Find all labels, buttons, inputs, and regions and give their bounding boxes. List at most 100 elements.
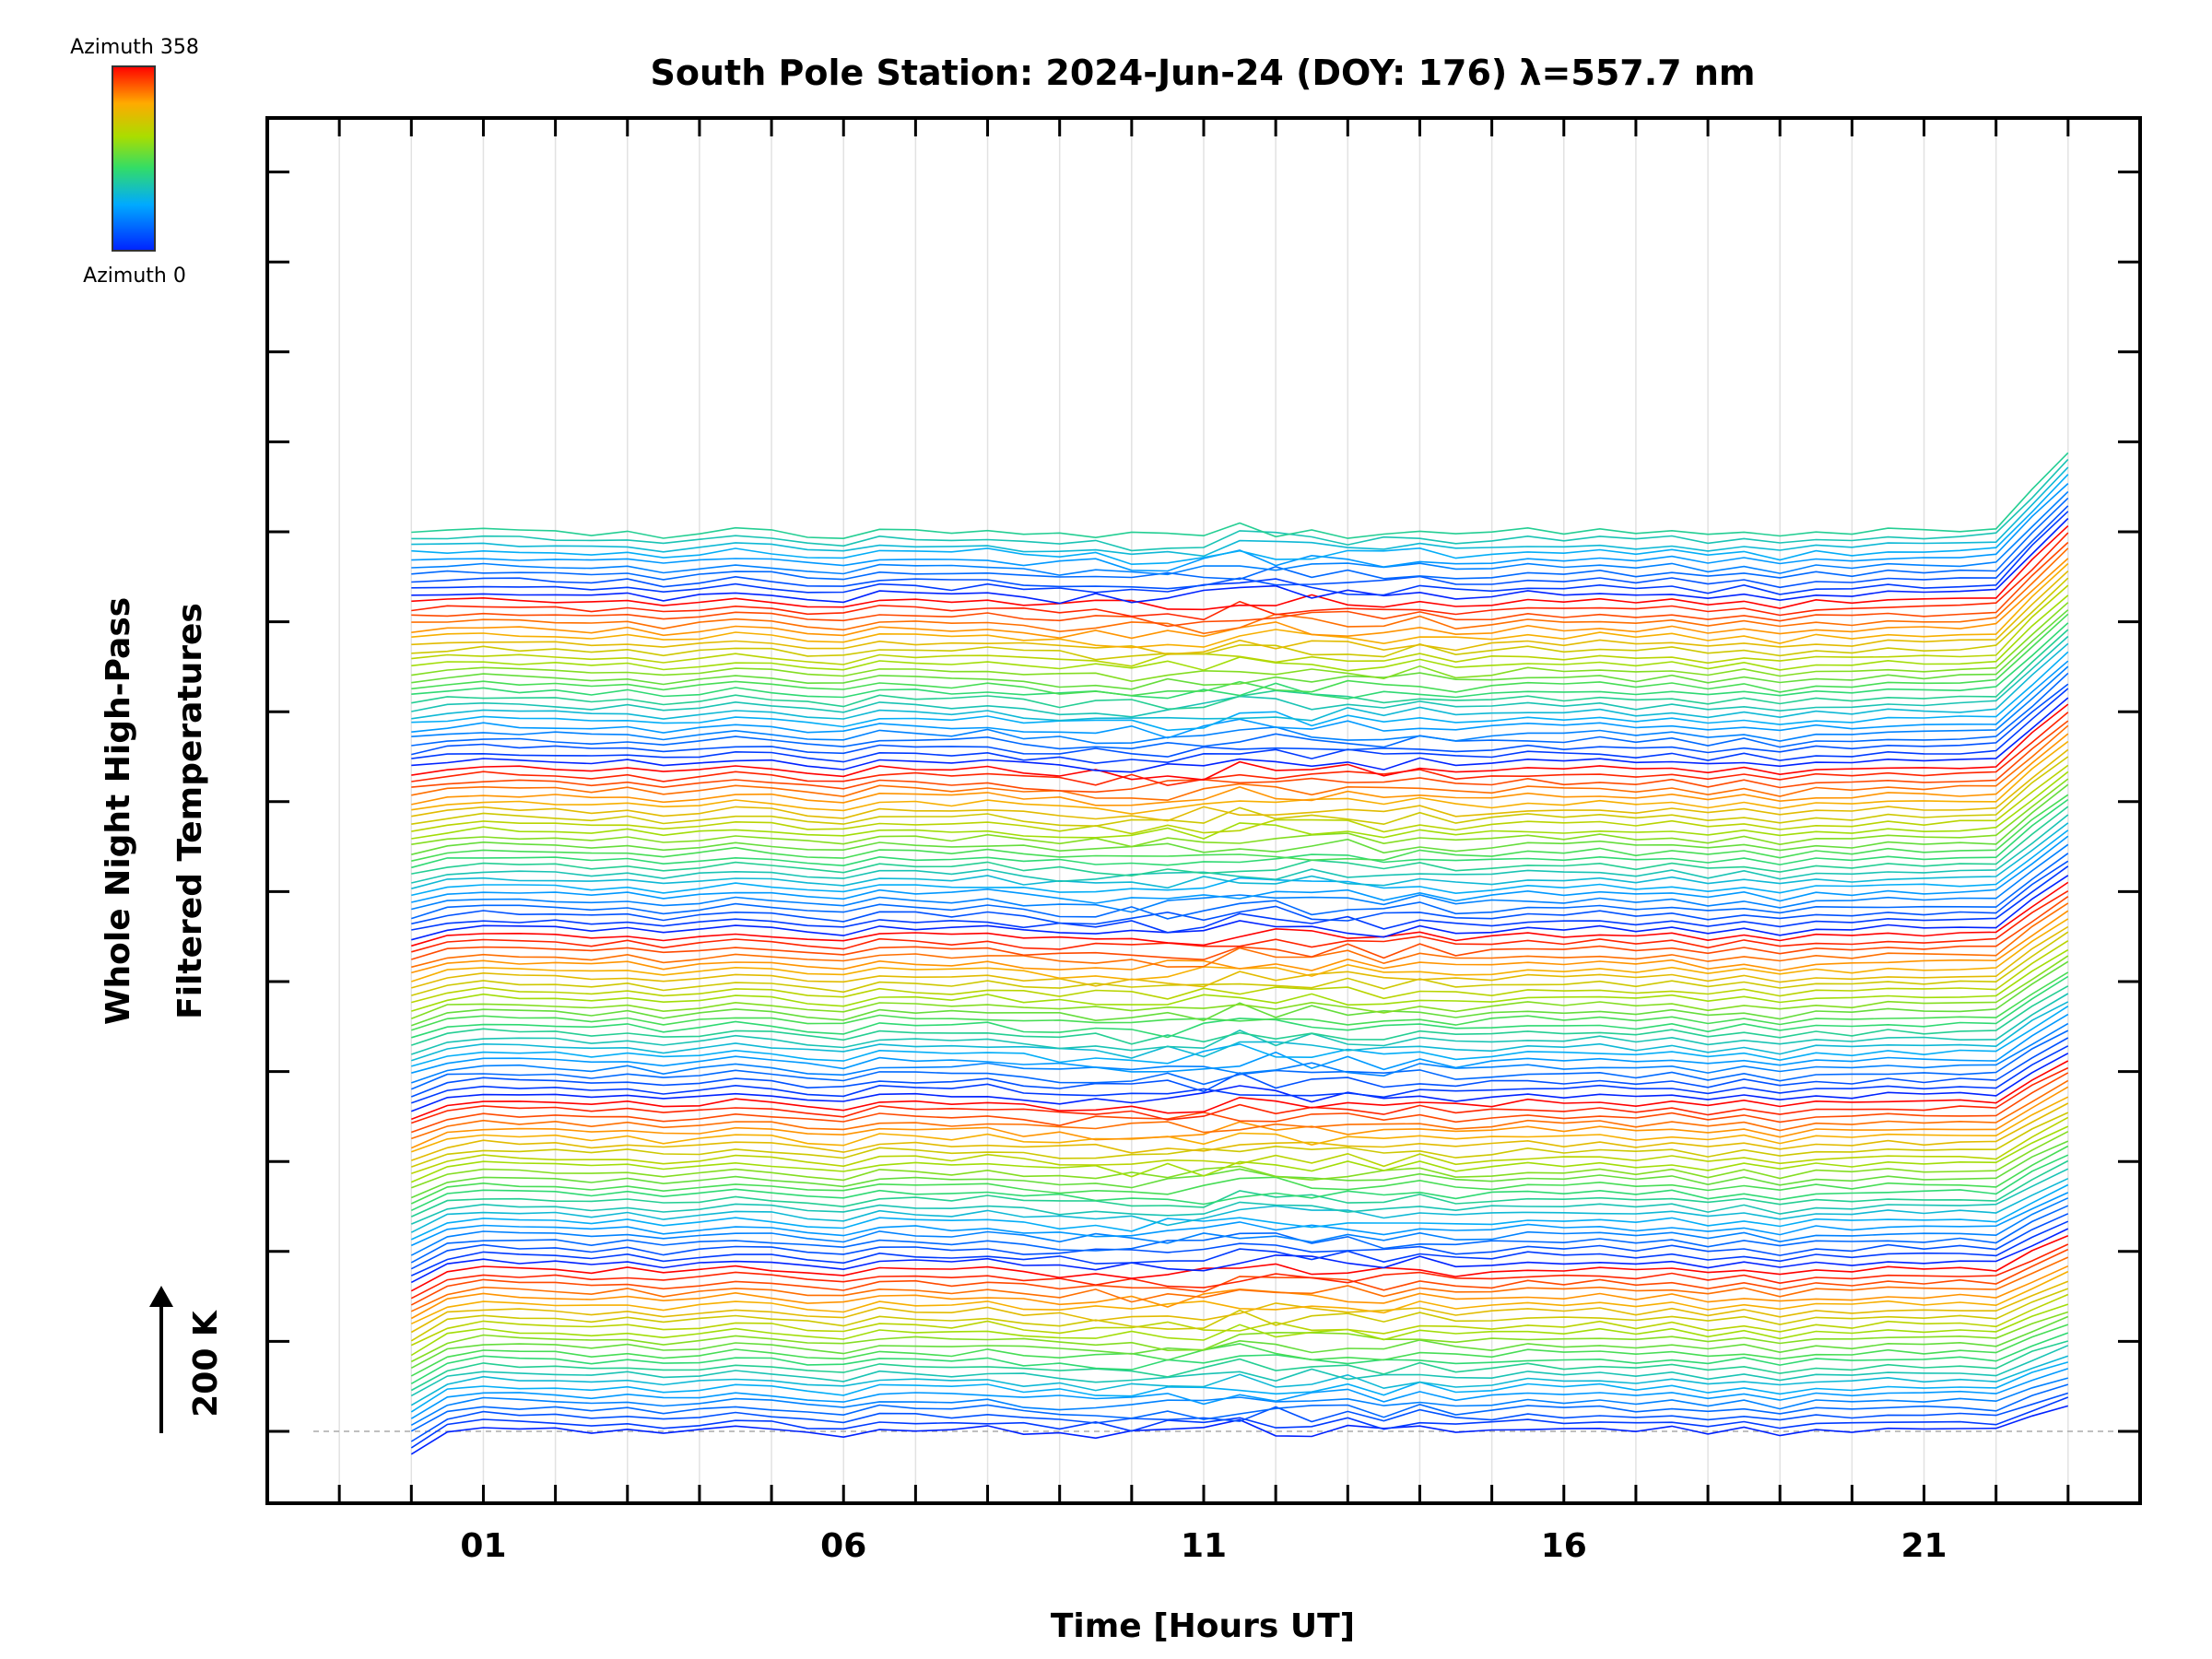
- temperature-trace: [411, 452, 2069, 540]
- temperature-trace: [410, 1243, 2069, 1300]
- temperature-trace: [411, 1053, 2069, 1112]
- temperature-trace: [411, 1096, 2069, 1153]
- plot-area: 01 06 11 16 21: [265, 116, 2142, 1565]
- temperature-trace: [411, 783, 2069, 855]
- temperature-trace: [410, 1030, 2069, 1090]
- temperature-trace: [411, 740, 2069, 815]
- temperature-trace: [411, 660, 2069, 739]
- temperature-trace: [410, 1270, 2069, 1325]
- temperature-trace: [411, 925, 2069, 989]
- temperature-trace: [410, 1125, 2069, 1183]
- temperature-trace: [410, 1213, 2069, 1270]
- temperature-trace: [411, 993, 2069, 1055]
- temperature-trace: [410, 1183, 2069, 1241]
- temperature-trace: [410, 1392, 2069, 1442]
- scale-arrow-head: [149, 1286, 173, 1307]
- temperature-trace: [411, 622, 2069, 700]
- temperature-trace: [411, 890, 2069, 953]
- temperature-trace: [410, 1168, 2069, 1225]
- temperature-trace: [411, 532, 2069, 621]
- temperature-trace: [410, 1377, 2069, 1427]
- x-tick-label: 01: [460, 1527, 506, 1565]
- temperature-trace: [411, 584, 2069, 667]
- x-tick-label: 06: [820, 1527, 866, 1565]
- scale-indicator: 200 K: [149, 1286, 225, 1433]
- temperature-trace: [411, 458, 2069, 552]
- temperature-trace: [411, 835, 2069, 904]
- temperature-trace: [411, 902, 2069, 969]
- temperature-trace: [411, 896, 2069, 961]
- temperature-trace: [411, 1066, 2069, 1124]
- temperature-trace: [410, 1228, 2069, 1284]
- temperature-trace: [411, 843, 2069, 913]
- temperature-trace: [411, 955, 2069, 1019]
- temperature-trace: [411, 571, 2069, 655]
- temperature-trace: [411, 1072, 2069, 1134]
- colorbar-swatch: [112, 65, 156, 252]
- temperature-trace: [411, 794, 2069, 862]
- temperature-trace: [410, 1159, 2069, 1218]
- temperature-trace: [411, 511, 2069, 596]
- temperature-trace: [410, 1340, 2069, 1392]
- temperature-trace: [411, 733, 2069, 806]
- temperature-trace: [410, 1368, 2069, 1419]
- temperature-trace: [411, 960, 2069, 1027]
- temperature-trace: [411, 1045, 2069, 1104]
- temperature-trace: [410, 1086, 2069, 1149]
- temperature-trace: [411, 602, 2069, 683]
- chart-title: South Pole Station: 2024-Jun-24 (DOY: 17…: [651, 53, 1756, 93]
- colorbar: Azimuth 358 Azimuth 0: [70, 36, 199, 288]
- x-tick-label: 16: [1541, 1527, 1587, 1565]
- temperature-trace: [411, 594, 2069, 672]
- temperature-trace: [410, 1315, 2069, 1370]
- temperature-trace: [411, 609, 2069, 690]
- temperature-trace: [410, 1145, 2069, 1205]
- temperature-trace: [411, 771, 2069, 840]
- temperature-trace: [410, 1345, 2069, 1397]
- temperature-trace: [410, 1140, 2069, 1199]
- temperature-trace: [411, 865, 2069, 934]
- temperature-trace: [410, 1197, 2069, 1256]
- temperature-trace: [410, 1288, 2069, 1342]
- temperature-trace: [411, 798, 2069, 869]
- temperature-trace: [410, 1154, 2069, 1212]
- scale-label: 200 K: [187, 1310, 225, 1418]
- temperature-trace: [411, 466, 2069, 558]
- temperature-trace: [411, 697, 2069, 773]
- temperature-trace: [411, 1006, 2069, 1067]
- temperature-trace: [411, 931, 2069, 996]
- temperature-trace: [410, 1205, 2069, 1264]
- temperature-trace: [411, 778, 2069, 848]
- x-ticks: 01 06 11 16 21: [337, 118, 2070, 1565]
- temperature-trace: [410, 1280, 2069, 1334]
- y-ticks: [267, 171, 2140, 1433]
- temperature-trace: [411, 1112, 2069, 1168]
- temperature-trace: [411, 665, 2069, 745]
- temperature-trace: [411, 860, 2069, 925]
- temperature-trace: [410, 1361, 2069, 1413]
- temperature-trace: [410, 1220, 2069, 1277]
- temperature-trace: [411, 724, 2069, 802]
- temperature-trace: [411, 881, 2069, 947]
- temperature-trace: [410, 1303, 2069, 1357]
- temperature-trace: [410, 1405, 2069, 1455]
- temperature-trace: [411, 1060, 2069, 1121]
- temperature-trace: [410, 1293, 2069, 1347]
- temperature-trace: [410, 1324, 2069, 1377]
- temperature-trace: [411, 940, 2069, 1004]
- temperature-trace: [411, 505, 2069, 590]
- temperature-trace: [411, 822, 2069, 889]
- temperature-trace: [411, 910, 2069, 974]
- temperature-trace: [410, 1355, 2069, 1406]
- temperature-trace: [411, 764, 2069, 835]
- temperature-trace: [410, 1248, 2069, 1306]
- temperature-trace: [411, 1102, 2069, 1161]
- temperature-trace: [411, 525, 2069, 611]
- temperature-trace: [410, 1396, 2069, 1449]
- temperature-trace: [411, 1079, 2069, 1140]
- temperature-trace: [411, 672, 2069, 750]
- temperature-trace: [411, 651, 2069, 732]
- temperature-trace: [411, 474, 2069, 566]
- x-tick-label: 11: [1181, 1527, 1227, 1565]
- temperature-trace: [411, 975, 2069, 1039]
